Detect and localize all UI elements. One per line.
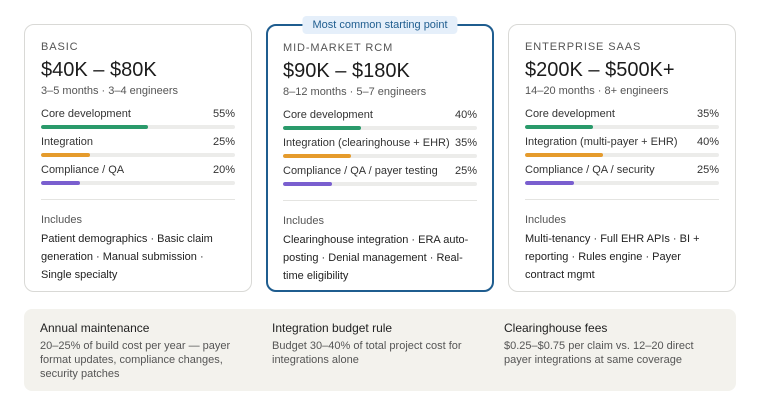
breakdown-bar-fill bbox=[525, 181, 574, 185]
includes-label: Includes bbox=[283, 215, 324, 227]
includes-text: Multi-tenancy · Full EHR APIs · BI + rep… bbox=[525, 233, 700, 281]
divider bbox=[41, 199, 235, 200]
note-body: Budget 30–40% of total project cost for … bbox=[272, 340, 462, 366]
breakdown-bar-fill bbox=[283, 182, 332, 186]
breakdown-label: Core development bbox=[283, 109, 373, 121]
breakdown-percent: 20% bbox=[212, 164, 235, 176]
tier-card-mid-market: Most common starting point MID-MARKET RC… bbox=[266, 16, 494, 292]
includes-text: Patient demographics · Basic claim gener… bbox=[41, 233, 213, 281]
breakdown-label: Compliance / QA / security bbox=[525, 164, 655, 176]
breakdown-label: Core development bbox=[525, 108, 615, 120]
note-integration-budget: Integration budget rule Budget 30–40% of… bbox=[272, 321, 488, 367]
tier-meta: 8–12 months · 5–7 engineers bbox=[283, 86, 427, 98]
note-body: 20–25% of build cost per year — payer fo… bbox=[40, 340, 231, 380]
breakdown-bar-fill bbox=[525, 125, 593, 129]
includes-label: Includes bbox=[41, 214, 82, 226]
breakdown-bar bbox=[41, 125, 235, 129]
notes-panel: Annual maintenance 20–25% of build cost … bbox=[24, 309, 736, 391]
divider bbox=[283, 200, 477, 201]
tier-price: $90K – $180K bbox=[283, 60, 410, 82]
tier-meta: 3–5 months · 3–4 engineers bbox=[41, 85, 178, 97]
breakdown-percent: 55% bbox=[212, 108, 235, 120]
note-clearinghouse-fees: Clearinghouse fees $0.25–$0.75 per claim… bbox=[504, 321, 720, 367]
tier-price: $40K – $80K bbox=[41, 59, 157, 81]
breakdown-percent: 40% bbox=[696, 136, 719, 148]
breakdown-bar-fill bbox=[283, 126, 361, 130]
breakdown-row: Integration (clearinghouse + EHR) 35% bbox=[283, 137, 477, 158]
divider bbox=[525, 199, 719, 200]
breakdown-bar bbox=[525, 153, 719, 157]
breakdown-bar bbox=[525, 181, 719, 185]
includes-text: Clearinghouse integration · ERA auto-pos… bbox=[283, 234, 469, 282]
breakdown-bar bbox=[41, 153, 235, 157]
breakdown-row: Compliance / QA / payer testing 25% bbox=[283, 165, 477, 186]
breakdown-bar-fill bbox=[41, 125, 148, 129]
breakdown-percent: 35% bbox=[696, 108, 719, 120]
tier-card-enterprise: ENTERPRISE SAAS $200K – $500K+ 14–20 mon… bbox=[508, 24, 736, 292]
breakdown-label: Integration (multi-payer + EHR) bbox=[525, 136, 678, 148]
breakdown-percent: 25% bbox=[696, 164, 719, 176]
tier-name: ENTERPRISE SAAS bbox=[525, 41, 642, 53]
cost-breakdown: Core development 35% Integration (multi-p… bbox=[525, 108, 719, 185]
note-body: $0.25–$0.75 per claim vs. 12–20 direct p… bbox=[504, 340, 694, 366]
tier-price: $200K – $500K+ bbox=[525, 59, 675, 81]
breakdown-bar bbox=[283, 126, 477, 130]
note-title: Integration budget rule bbox=[272, 321, 393, 335]
tier-name: BASIC bbox=[41, 41, 79, 53]
cost-breakdown: Core development 55% Integration 25% Compl… bbox=[41, 108, 235, 185]
breakdown-label: Compliance / QA bbox=[41, 164, 125, 176]
includes-label: Includes bbox=[525, 214, 566, 226]
breakdown-label: Core development bbox=[41, 108, 131, 120]
breakdown-row: Core development 40% bbox=[283, 109, 477, 130]
breakdown-percent: 25% bbox=[212, 136, 235, 148]
breakdown-row: Integration 25% bbox=[41, 136, 235, 157]
breakdown-bar-fill bbox=[525, 153, 603, 157]
breakdown-percent: 40% bbox=[454, 109, 477, 121]
cost-breakdown: Core development 40% Integration (clearin… bbox=[283, 109, 477, 186]
breakdown-row: Core development 35% bbox=[525, 108, 719, 129]
breakdown-label: Compliance / QA / payer testing bbox=[283, 165, 438, 177]
note-title: Clearinghouse fees bbox=[504, 321, 608, 335]
breakdown-bar bbox=[283, 182, 477, 186]
breakdown-row: Compliance / QA 20% bbox=[41, 164, 235, 185]
breakdown-label: Integration (clearinghouse + EHR) bbox=[283, 137, 450, 149]
breakdown-bar-fill bbox=[283, 154, 351, 158]
note-title: Annual maintenance bbox=[40, 321, 150, 335]
breakdown-percent: 35% bbox=[454, 137, 477, 149]
breakdown-bar-fill bbox=[41, 153, 90, 157]
breakdown-row: Integration (multi-payer + EHR) 40% bbox=[525, 136, 719, 157]
breakdown-bar bbox=[41, 181, 235, 185]
breakdown-bar-fill bbox=[41, 181, 80, 185]
tier-meta: 14–20 months · 8+ engineers bbox=[525, 85, 669, 97]
breakdown-bar bbox=[525, 125, 719, 129]
featured-badge: Most common starting point bbox=[302, 16, 458, 34]
note-annual-maintenance: Annual maintenance 20–25% of build cost … bbox=[40, 321, 256, 381]
breakdown-label: Integration bbox=[41, 136, 93, 148]
breakdown-row: Compliance / QA / security 25% bbox=[525, 164, 719, 185]
tier-name: MID-MARKET RCM bbox=[283, 42, 394, 54]
breakdown-percent: 25% bbox=[454, 165, 477, 177]
breakdown-bar bbox=[283, 154, 477, 158]
tier-card-basic: BASIC $40K – $80K 3–5 months · 3–4 engin… bbox=[24, 24, 252, 292]
breakdown-row: Core development 55% bbox=[41, 108, 235, 129]
